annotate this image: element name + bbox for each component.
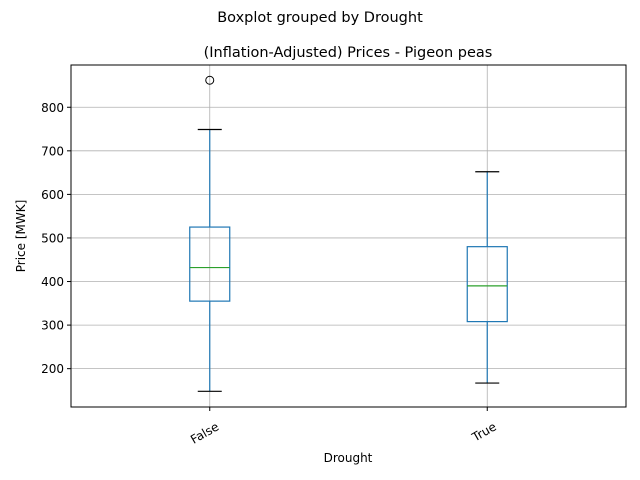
x-tick-label: True	[469, 419, 499, 444]
y-axis-ticks: 200 300 400 500 600 700 800	[41, 101, 71, 376]
y-tick-label: 700	[41, 144, 64, 158]
boxes	[189, 75, 508, 392]
chart-suptitle: Boxplot grouped by Drought	[217, 10, 423, 26]
y-tick-label: 600	[41, 188, 64, 202]
box-group-false	[189, 75, 231, 392]
outlier-point	[205, 75, 215, 85]
y-tick-label: 300	[41, 319, 64, 333]
x-axis-ticks: False True	[188, 407, 499, 447]
y-tick-label: 500	[41, 231, 64, 245]
y-tick-label: 200	[41, 362, 64, 376]
box-group-true	[466, 171, 508, 384]
x-axis-label: Drought	[324, 451, 373, 465]
box-iqr	[189, 226, 231, 302]
y-axis-label: Price [MWK]	[14, 200, 28, 273]
x-tick-label: False	[188, 419, 221, 446]
plot-frame	[70, 64, 627, 408]
chart-title: (Inflation-Adjusted) Prices - Pigeon pea…	[204, 45, 493, 61]
y-tick-label: 800	[41, 101, 64, 115]
box-iqr	[466, 246, 508, 323]
grid-lines	[71, 65, 626, 407]
y-tick-label: 400	[41, 275, 64, 289]
